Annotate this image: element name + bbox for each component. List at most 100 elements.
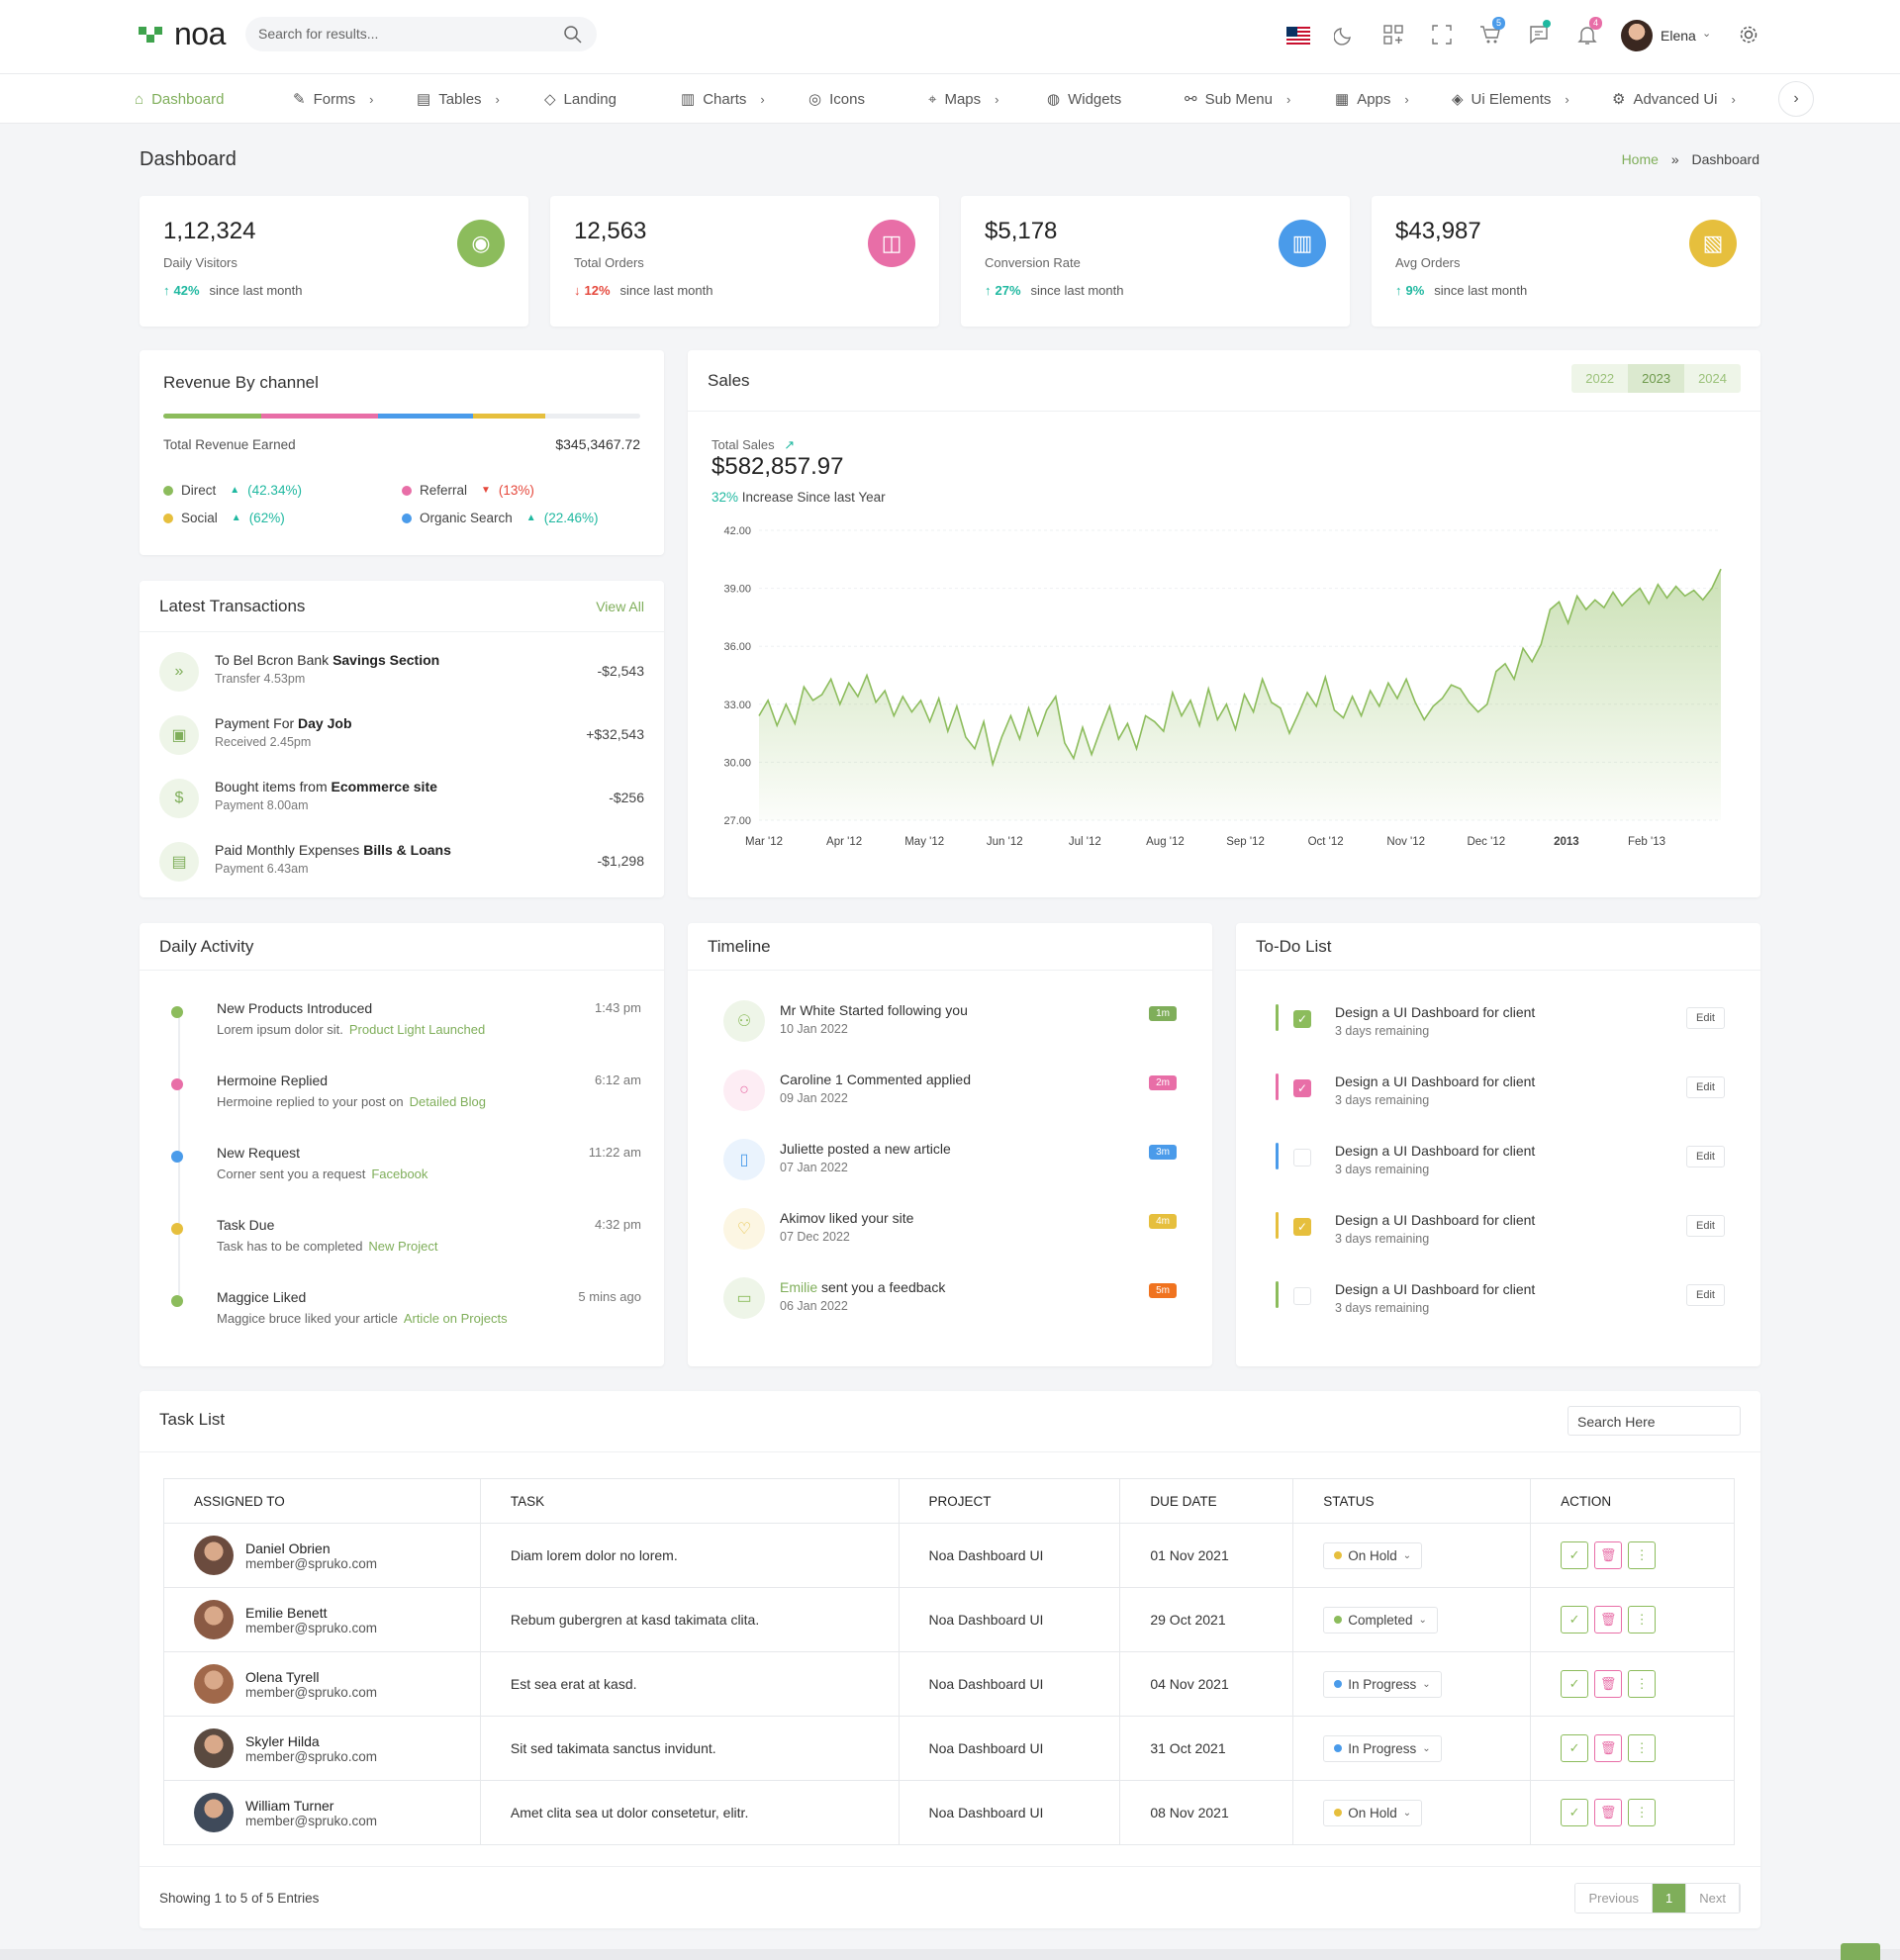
transaction-text: Bought items from [215, 779, 328, 794]
check-circle-icon[interactable]: ✓ [1561, 1670, 1589, 1698]
nav-item-landing[interactable]: ◇ Landing [544, 74, 617, 124]
chat-icon[interactable] [1528, 20, 1552, 47]
page-next[interactable]: Next [1686, 1884, 1740, 1913]
cart-icon[interactable]: 5 [1479, 17, 1505, 47]
table-row: Olena Tyrell member@spruko.com Est sea era… [163, 1651, 1735, 1717]
task-table: ASSIGNED TO TASK PROJECT DUE DATE STATUS ACTI… [163, 1478, 1735, 1845]
nav-item-widgets[interactable]: ◍ Widgets [1047, 74, 1121, 124]
year-tab-2024[interactable]: 2024 [1698, 371, 1727, 386]
page-footer-strip [0, 1949, 1900, 1960]
check-circle-icon[interactable]: ✓ [1561, 1734, 1589, 1762]
transaction-item[interactable]: ▣ Payment For Day Job Received 2.45pm +$32,… [159, 705, 644, 765]
stat-change-pct: ↓ 12% [574, 283, 611, 298]
user-name[interactable]: Elena [1661, 28, 1696, 44]
nav-item-dashboard[interactable]: ⌂ Dashboard [135, 74, 224, 124]
nav-item-sub-menu[interactable]: ⚯ Sub Menu › [1185, 74, 1290, 124]
apps-icon[interactable] [1382, 24, 1406, 47]
todo-edit-button[interactable]: Edit [1686, 1284, 1725, 1306]
page-previous[interactable]: Previous [1575, 1884, 1654, 1913]
timeline-item: ♡ Akimov liked your site 07 Dec 2022 4m [723, 1208, 1177, 1277]
status-dropdown[interactable]: In Progress ⌄ [1323, 1734, 1442, 1762]
action-cell: ✓ 🗑 ⋮ [1530, 1587, 1735, 1652]
year-tab-2023[interactable]: 2023 [1628, 364, 1685, 393]
check-circle-icon[interactable]: ✓ [1561, 1606, 1589, 1633]
gear-icon[interactable] [1738, 24, 1761, 47]
todo-edit-button[interactable]: Edit [1686, 1215, 1725, 1237]
trash-icon[interactable]: 🗑 [1594, 1606, 1623, 1633]
page-1[interactable]: 1 [1653, 1884, 1687, 1913]
nav-item-maps[interactable]: ⌖ Maps › [928, 74, 998, 124]
todo-checkbox[interactable] [1293, 1149, 1311, 1167]
trash-icon[interactable]: 🗑 [1594, 1541, 1623, 1569]
nav-item-tables[interactable]: ▤ Tables › [417, 74, 500, 124]
more-vertical-icon[interactable]: ⋮ [1628, 1799, 1657, 1826]
user-avatar[interactable] [1621, 20, 1653, 51]
todo-edit-button[interactable]: Edit [1686, 1007, 1725, 1029]
task-list-card: Task List Search Here ASSIGNED TO TASK PRO… [140, 1391, 1760, 1928]
task-table-header: ASSIGNED TO TASK PROJECT DUE DATE STATUS ACTI… [163, 1478, 1735, 1524]
trash-icon[interactable]: 🗑 [1594, 1670, 1623, 1698]
task-search-input[interactable]: Search Here [1568, 1406, 1741, 1436]
view-all-link[interactable]: View All [596, 599, 644, 614]
nav-item-charts[interactable]: ▥ Charts › [681, 74, 765, 124]
search-icon[interactable] [563, 25, 583, 45]
trash-icon[interactable]: 🗑 [1594, 1734, 1623, 1762]
transaction-item[interactable]: » To Bel Bcron Bank Savings Section Transf… [159, 642, 644, 701]
activity-link[interactable]: Facebook [371, 1167, 428, 1181]
nav-item-icons[interactable]: ◎ Icons [808, 74, 865, 124]
bar-chart-icon: ▥ [681, 91, 696, 108]
todo-checkbox[interactable]: ✓ [1293, 1079, 1311, 1097]
todo-checkbox[interactable]: ✓ [1293, 1010, 1311, 1028]
stat-value: 12,563 [574, 218, 647, 244]
nav-label: Apps [1357, 90, 1391, 108]
us-flag-icon[interactable] [1286, 24, 1310, 47]
more-vertical-icon[interactable]: ⋮ [1628, 1541, 1657, 1569]
transaction-title: To Bel Bcron Bank Savings Section [215, 652, 439, 668]
activity-link[interactable]: Article on Projects [403, 1311, 508, 1326]
y-tick-label: 33.00 [723, 700, 751, 711]
chevron-down-icon[interactable]: ⌄ [1702, 28, 1712, 40]
status-dropdown[interactable]: In Progress ⌄ [1323, 1670, 1442, 1698]
chat-status-dot [1543, 20, 1551, 28]
nav-item-forms[interactable]: ✎ Forms › [293, 74, 373, 124]
nav-item-advanced-ui[interactable]: ⚙ Advanced Ui › [1612, 74, 1736, 124]
more-vertical-icon[interactable]: ⋮ [1628, 1734, 1657, 1762]
todo-checkbox[interactable]: ✓ [1293, 1218, 1311, 1236]
status-dropdown[interactable]: Completed ⌄ [1323, 1606, 1438, 1633]
year-tab-2022[interactable]: 2022 [1585, 371, 1615, 386]
moon-icon[interactable] [1334, 24, 1358, 47]
nav-next-icon[interactable]: › [1778, 81, 1814, 117]
action-cell: ✓ 🗑 ⋮ [1530, 1716, 1735, 1781]
transaction-item[interactable]: ▤ Paid Monthly Expenses Bills & Loans Paym… [159, 832, 644, 891]
activity-link[interactable]: Detailed Blog [409, 1094, 486, 1109]
fullscreen-icon[interactable] [1431, 24, 1455, 47]
todo-edit-button[interactable]: Edit [1686, 1146, 1725, 1167]
activity-link[interactable]: New Project [368, 1239, 438, 1254]
timeline-highlight[interactable]: Emilie [780, 1279, 818, 1295]
due-date-cell: 29 Oct 2021 [1119, 1587, 1294, 1652]
activity-link[interactable]: Product Light Launched [348, 1022, 486, 1037]
nav-item-ui-elements[interactable]: ◈ Ui Elements › [1452, 74, 1569, 124]
channel-value: (22.46%) [543, 511, 599, 525]
check-icon: ✓ [1296, 1081, 1308, 1095]
stat-card: 12,563 Total Orders ↓ 12% since last month ◫ [550, 196, 939, 327]
back-to-top-button[interactable] [1841, 1943, 1880, 1960]
search-input[interactable]: Search for results... [245, 17, 597, 51]
status-label: On Hold [1348, 1547, 1397, 1563]
todo-checkbox[interactable] [1293, 1287, 1311, 1305]
check-circle-icon[interactable]: ✓ [1561, 1541, 1589, 1569]
trash-icon[interactable]: 🗑 [1594, 1799, 1623, 1826]
status-dropdown[interactable]: On Hold ⌄ [1323, 1541, 1423, 1569]
todo-edit-button[interactable]: Edit [1686, 1076, 1725, 1098]
breadcrumb-home[interactable]: Home [1621, 151, 1659, 167]
bell-icon[interactable]: 4 [1576, 17, 1602, 47]
transaction-item[interactable]: $ Bought items from Ecommerce site Payment… [159, 769, 644, 828]
nav-item-apps[interactable]: ▦ Apps › [1335, 74, 1409, 124]
logo-text[interactable]: noa [174, 16, 226, 51]
more-vertical-icon[interactable]: ⋮ [1628, 1606, 1657, 1633]
table-row: Daniel Obrien member@spruko.com Diam lorem… [163, 1523, 1735, 1588]
check-circle-icon[interactable]: ✓ [1561, 1799, 1589, 1826]
status-cell: Completed ⌄ [1292, 1587, 1532, 1652]
more-vertical-icon[interactable]: ⋮ [1628, 1670, 1657, 1698]
status-dropdown[interactable]: On Hold ⌄ [1323, 1799, 1423, 1826]
